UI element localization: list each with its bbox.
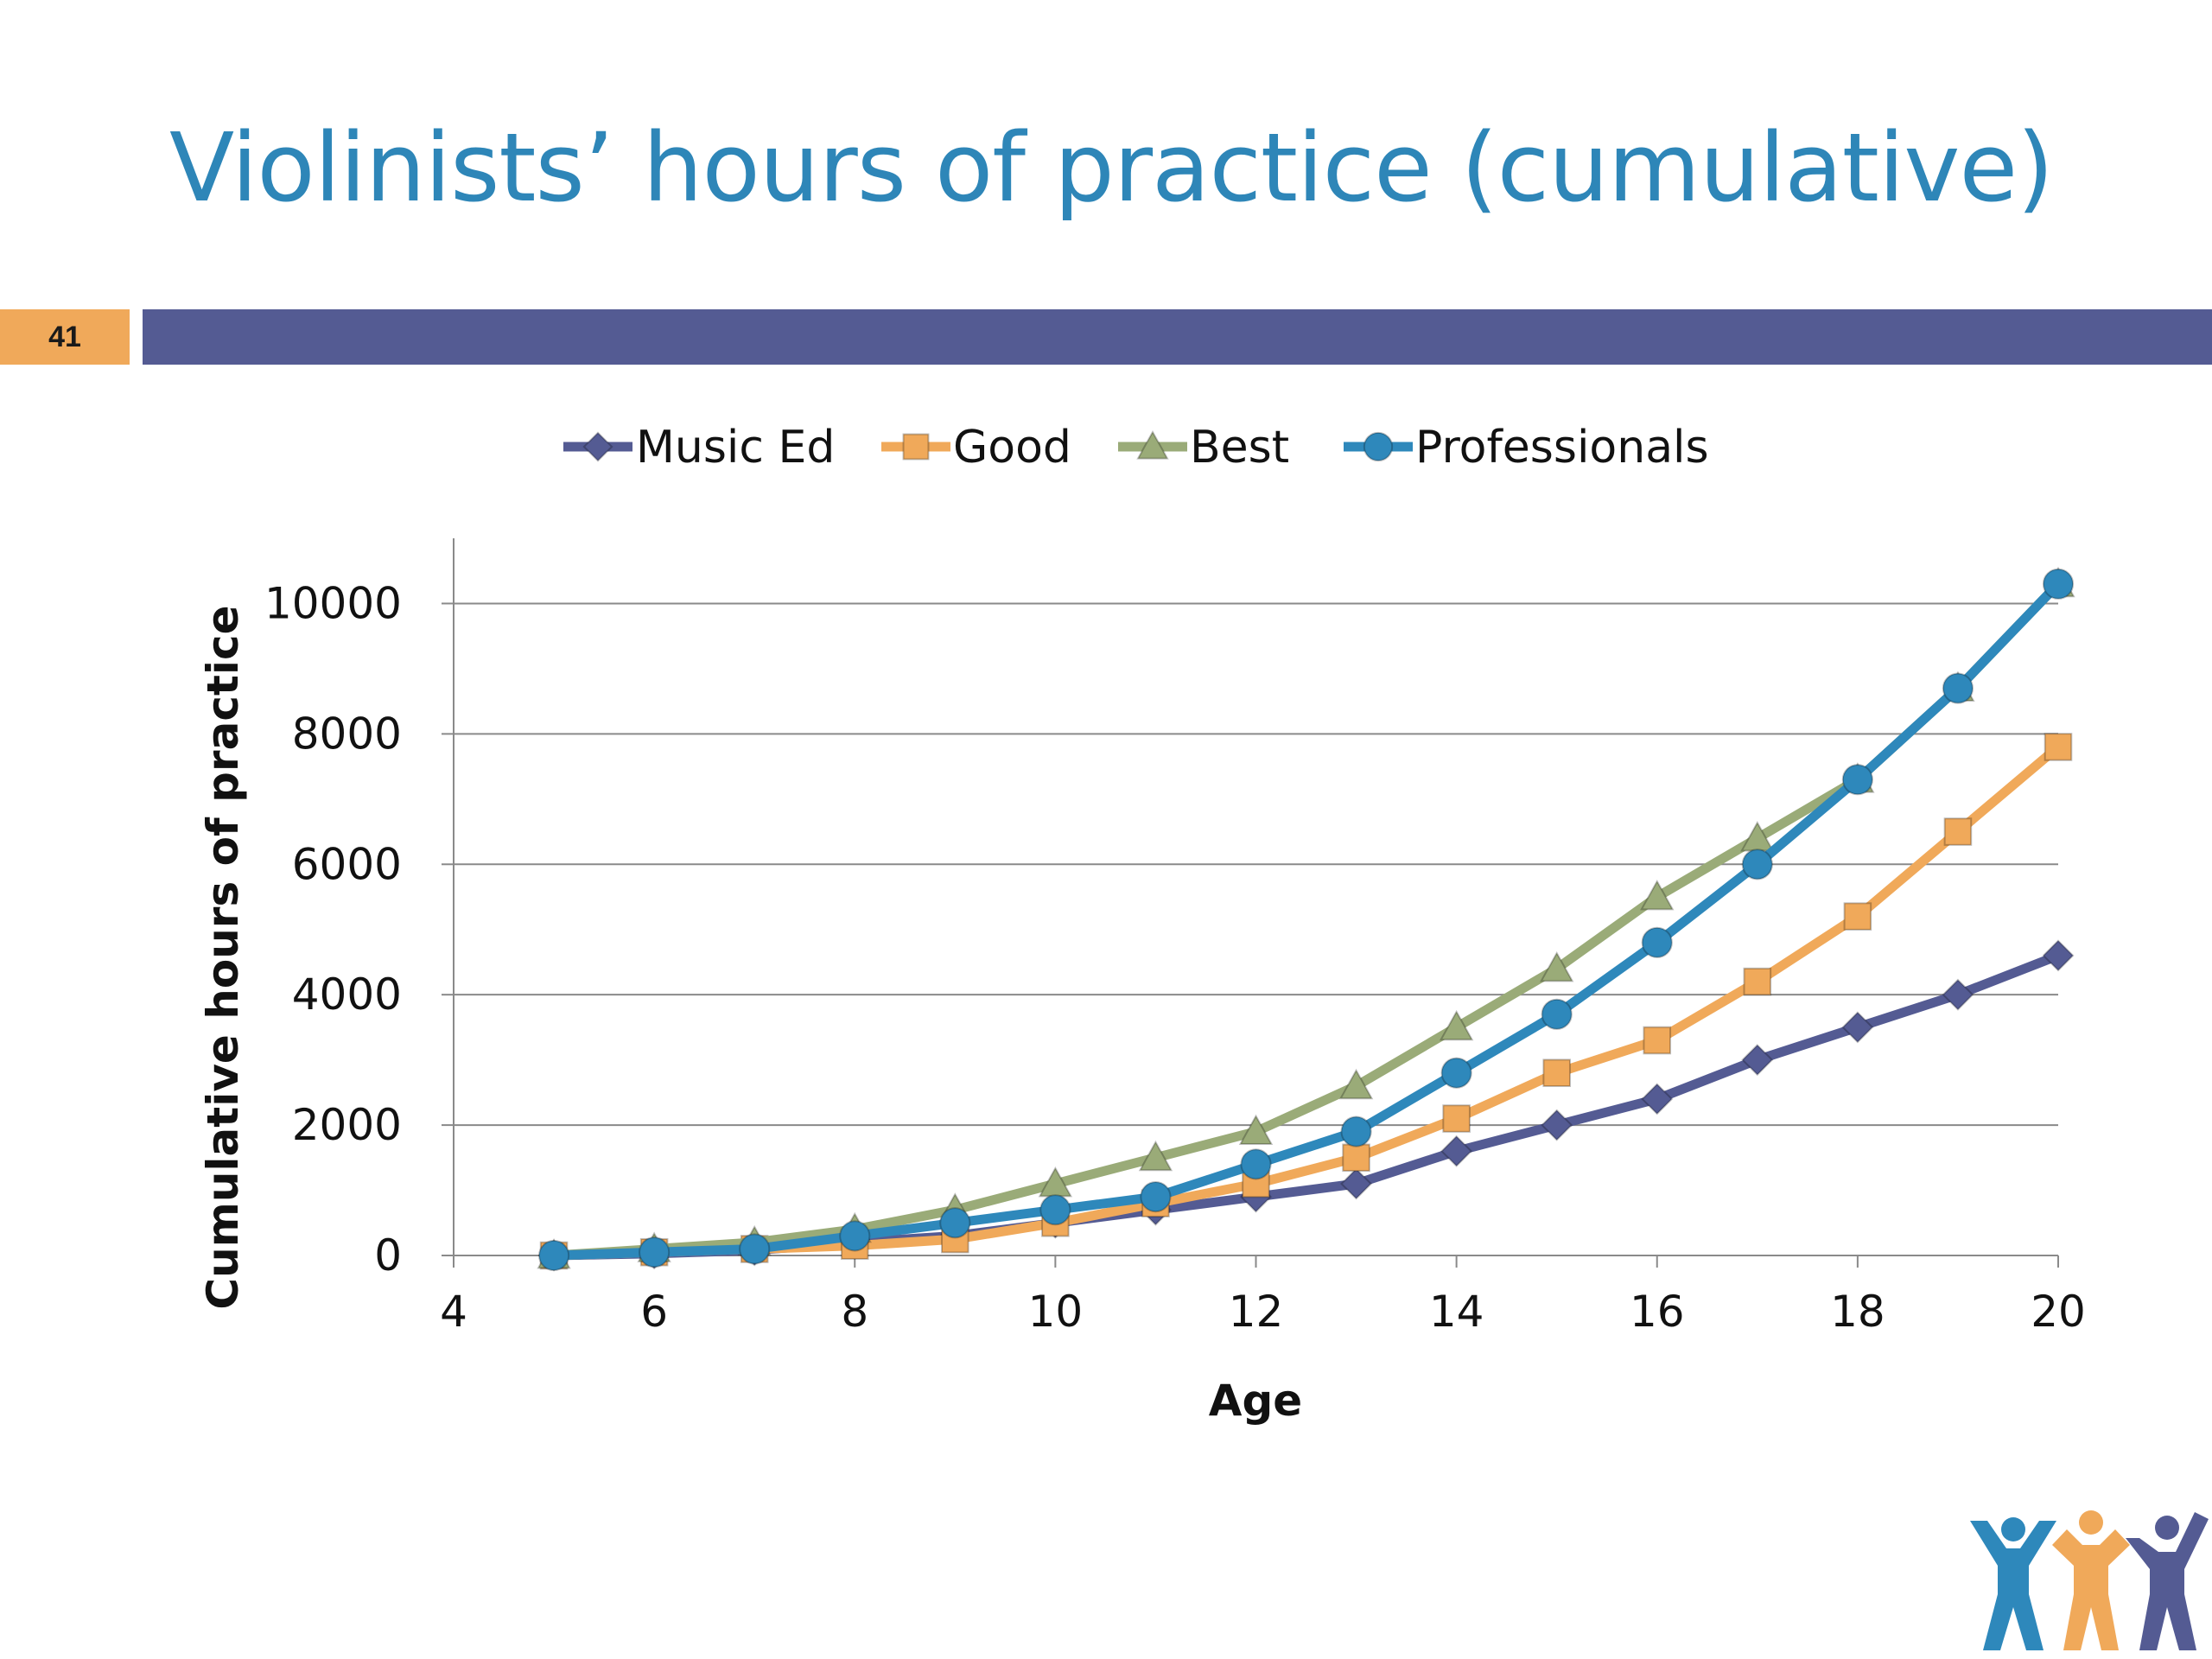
y-tick-label: 10000	[264, 578, 402, 628]
data-point	[2042, 568, 2075, 600]
data-point	[1342, 1143, 1370, 1173]
y-axis-title: Cumulative hours of practice	[198, 605, 248, 1309]
y-tick-label: 4000	[292, 969, 402, 1020]
data-point	[1741, 849, 1773, 880]
data-point	[1240, 1148, 1272, 1180]
series-lines	[537, 566, 2075, 1272]
data-point	[839, 1220, 871, 1252]
series-line	[553, 581, 2062, 1261]
x-axis-title: Age	[1209, 1376, 1302, 1426]
slide-number: 41	[48, 320, 81, 353]
x-tick-label: 10	[1028, 1287, 1084, 1337]
data-point	[1640, 879, 1675, 911]
y-tick-label: 6000	[292, 839, 402, 889]
data-point	[1942, 978, 1974, 1011]
data-point	[1439, 1009, 1474, 1041]
legend-item: Professionals	[1344, 422, 1709, 474]
legend-item: Music Ed	[563, 422, 835, 474]
x-tick-label: 20	[2031, 1287, 2086, 1337]
data-point	[1539, 950, 1574, 982]
data-point	[1138, 1140, 1173, 1172]
data-point	[739, 1233, 771, 1265]
data-point	[1363, 431, 1394, 462]
series-line	[553, 581, 2062, 1261]
data-point	[1843, 902, 1872, 931]
series-line	[553, 743, 2062, 1261]
data-point	[1136, 429, 1169, 460]
data-point	[2042, 939, 2075, 972]
data-point	[1340, 1167, 1373, 1200]
legend-label: Music Ed	[636, 422, 835, 474]
x-tick-label: 4	[440, 1287, 467, 1337]
data-point	[1541, 1109, 1573, 1141]
data-point	[939, 1207, 971, 1239]
slide-title: Violinists’ hours of practice (cumulativ…	[169, 112, 2054, 223]
y-tick-label: 2000	[292, 1100, 402, 1150]
y-tick-label: 0	[374, 1230, 402, 1281]
y-tick-label: 8000	[292, 709, 402, 759]
data-point	[1841, 1011, 1874, 1044]
legend-item: Good	[881, 422, 1071, 474]
figure-orange	[2052, 1510, 2130, 1650]
data-point	[1541, 998, 1573, 1030]
data-point	[1140, 1180, 1172, 1213]
legend-label: Professionals	[1415, 422, 1709, 474]
data-point	[1542, 1058, 1571, 1088]
data-point	[1841, 764, 1873, 796]
data-point	[1942, 672, 1974, 704]
x-tick-label: 16	[1630, 1287, 1685, 1337]
series-best	[537, 566, 2075, 1269]
data-point	[582, 431, 613, 462]
data-point	[1440, 1057, 1472, 1089]
title-bar	[143, 309, 2212, 365]
logo	[1970, 1510, 2209, 1650]
data-point	[1641, 1083, 1674, 1116]
legend-label: Good	[953, 422, 1071, 474]
x-tick-label: 14	[1429, 1287, 1484, 1337]
data-point	[1442, 1104, 1471, 1133]
data-point	[1743, 967, 1772, 996]
figure-blue	[1970, 1517, 2056, 1650]
data-point	[1340, 1116, 1372, 1147]
slide-number-box: 41	[0, 309, 130, 365]
data-point	[1643, 1026, 1672, 1055]
data-point	[1338, 1068, 1374, 1100]
figure-purple	[2126, 1512, 2209, 1650]
x-tick-label: 12	[1229, 1287, 1284, 1337]
legend: Music Ed Good Best Professionals	[563, 422, 1709, 474]
series-professionals	[537, 568, 2075, 1272]
legend-item: Best	[1118, 422, 1289, 474]
x-tick-label: 18	[1830, 1287, 1885, 1337]
data-point	[902, 433, 930, 461]
x-tick-label: 6	[640, 1287, 668, 1337]
data-point	[1440, 1135, 1473, 1167]
data-point	[639, 1236, 671, 1268]
data-point	[1238, 1114, 1274, 1146]
data-point	[1943, 817, 1973, 846]
x-tick-label: 8	[841, 1287, 868, 1337]
data-point	[1039, 1194, 1071, 1226]
legend-label: Best	[1190, 422, 1289, 474]
data-point	[1641, 926, 1673, 958]
data-point	[2044, 733, 2073, 761]
data-point	[537, 1239, 570, 1272]
axes: 0 2000 4000 6000 8000 10000 4 6 8 10 12 14 16 18 20	[264, 538, 2086, 1337]
data-point	[1741, 1044, 1774, 1077]
